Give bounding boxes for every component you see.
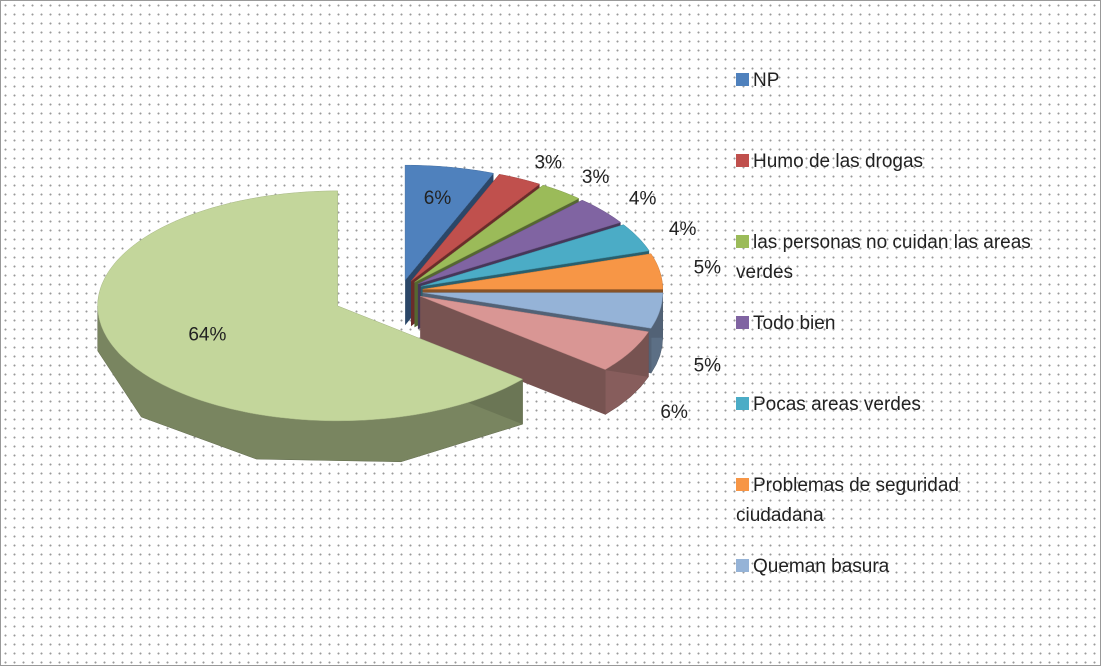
legend-entry: Queman basura xyxy=(736,552,1036,582)
legend-entry: Todo bien xyxy=(736,309,1036,339)
data-label: 4% xyxy=(669,219,697,240)
data-label: 5% xyxy=(694,355,722,376)
slice-wall xyxy=(420,296,606,415)
slice xyxy=(422,253,663,290)
slice xyxy=(404,164,494,281)
legend-entry: las personas no cuidan las areas verdes xyxy=(736,228,1036,288)
slice xyxy=(97,190,524,422)
legend-entry: Problemas de seguridad ciudadana xyxy=(736,471,1036,531)
data-label: 64% xyxy=(188,324,226,345)
legend-swatch xyxy=(736,478,749,491)
data-label: 6% xyxy=(660,402,688,423)
data-label: 6% xyxy=(424,188,452,209)
legend-swatch xyxy=(736,397,749,410)
legend-swatch xyxy=(736,316,749,329)
legend-swatch xyxy=(736,154,749,167)
data-label: 3% xyxy=(582,167,610,188)
legend-label: las personas no cuidan las areas verdes xyxy=(736,232,1031,283)
legend-label: Problemas de seguridad ciudadana xyxy=(736,475,959,526)
slice-tops xyxy=(97,164,663,422)
slice xyxy=(417,199,622,285)
legend-swatch xyxy=(736,235,749,248)
legend-label: Humo de las drogas xyxy=(753,151,924,172)
slice xyxy=(414,184,580,283)
legend-entry: Pocas areas verdes xyxy=(736,390,1036,420)
legend-label: NP xyxy=(753,70,780,91)
data-label: 3% xyxy=(535,152,563,173)
data-label: 4% xyxy=(629,189,657,210)
legend-label: Queman basura xyxy=(753,556,890,577)
slice xyxy=(410,174,541,282)
legend-entry: NP xyxy=(736,66,1036,96)
slice xyxy=(420,224,650,287)
data-labels: 6% 3% 3% 4% 4% 5% 5% 6% 64% xyxy=(188,152,721,423)
legend-entry: Humo de las drogas xyxy=(736,147,1036,177)
legend-swatch xyxy=(736,73,749,86)
legend-label: Todo bien xyxy=(753,313,836,334)
data-label: 5% xyxy=(694,258,722,279)
legend-swatch xyxy=(736,559,749,572)
legend-label: Pocas areas verdes xyxy=(753,394,921,415)
slice xyxy=(420,296,649,370)
slice xyxy=(422,292,663,329)
